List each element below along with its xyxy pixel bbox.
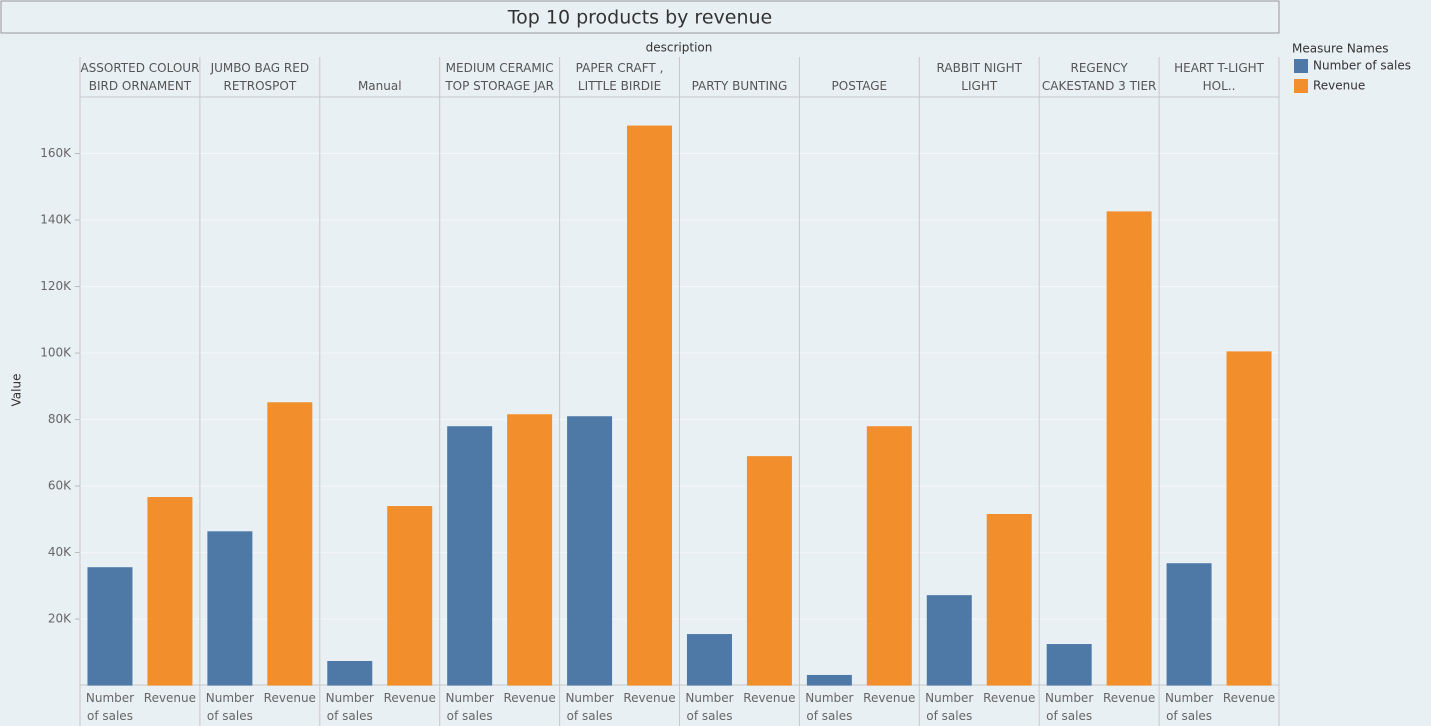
category-header: WHITE HANGING HEART T-LIGHT HOL..	[1159, 57, 1279, 95]
label-text: PAPER CRAFT , LITTLE BIRDIE	[575, 61, 664, 93]
bar	[1166, 563, 1212, 686]
label-text: Revenue	[263, 691, 316, 705]
y-tick-label: 120K	[40, 279, 72, 293]
x-sub-label: Revenue	[739, 689, 799, 707]
bar	[806, 674, 852, 686]
category-header: ASSORTED COLOUR BIRD ORNAMENT	[80, 57, 200, 95]
bar	[686, 634, 732, 686]
y-tick-label: 80K	[48, 412, 72, 426]
label-text: POSTAGE	[831, 79, 888, 93]
legend-label: Revenue	[1313, 79, 1365, 93]
y-tick-label: 160K	[40, 146, 72, 160]
label-text: Number of sales	[205, 691, 254, 723]
x-sub-label: Number of sales	[799, 689, 859, 725]
bar	[1226, 351, 1272, 686]
bar	[507, 414, 553, 686]
category-header: PARTY BUNTING	[680, 57, 800, 95]
label-text: Manual	[357, 79, 402, 93]
x-sub-label: Number of sales	[200, 689, 260, 725]
label-text: Number of sales	[565, 691, 614, 723]
label-text: Revenue	[623, 691, 676, 705]
bar	[1046, 644, 1092, 686]
label-text: REGENCY CAKESTAND 3 TIER	[1041, 61, 1157, 93]
x-sub-label: Number of sales	[560, 689, 620, 725]
bar	[746, 456, 792, 686]
y-axis-title: Value	[10, 374, 24, 407]
bar	[627, 125, 673, 686]
x-sub-label: Revenue	[620, 689, 680, 707]
legend-swatch	[1294, 79, 1308, 93]
label-text: ASSORTED COLOUR BIRD ORNAMENT	[80, 61, 200, 93]
legend-swatch	[1294, 59, 1308, 73]
y-tick-label: 100K	[40, 346, 72, 360]
label-text: Revenue	[863, 691, 916, 705]
category-header: RABBIT NIGHT LIGHT	[919, 57, 1039, 95]
label-text: Revenue	[743, 691, 796, 705]
category-header: JUMBO BAG RED RETROSPOT	[200, 57, 320, 95]
x-sub-label: Revenue	[979, 689, 1039, 707]
label-text: Number of sales	[325, 691, 374, 723]
x-sub-label: Number of sales	[80, 689, 140, 725]
label-text: Number of sales	[85, 691, 135, 723]
label-text: Revenue	[1102, 691, 1156, 705]
category-header: Manual	[320, 57, 440, 95]
bar	[926, 595, 972, 686]
label-text: Revenue	[383, 691, 436, 705]
category-header: REGENCY CAKESTAND 3 TIER	[1039, 57, 1159, 95]
bar	[387, 506, 433, 686]
y-tick-label: 40K	[48, 545, 72, 559]
title-box	[0, 0, 1280, 34]
x-sub-label: Revenue	[500, 689, 560, 707]
legend-title: Measure Names	[1292, 42, 1388, 56]
y-tick-label: 140K	[40, 213, 72, 227]
bar	[267, 402, 313, 686]
x-sub-label: Revenue	[859, 689, 919, 707]
label-text: PARTY BUNTING	[691, 79, 788, 93]
x-sub-label: Revenue	[1219, 689, 1279, 707]
bar	[447, 426, 493, 686]
label-text: MEDIUM CERAMIC TOP STORAGE JAR	[445, 61, 554, 93]
label-text: Number of sales	[445, 691, 494, 723]
x-sub-label: Number of sales	[320, 689, 380, 725]
bar	[986, 514, 1032, 686]
x-sub-label: Revenue	[1099, 689, 1159, 707]
x-axis-title: description	[646, 41, 713, 55]
category-header: MEDIUM CERAMIC TOP STORAGE JAR	[440, 57, 560, 95]
label-text: Revenue	[983, 691, 1036, 705]
label-text: Revenue	[1222, 691, 1276, 705]
x-sub-label: Revenue	[140, 689, 200, 707]
category-header: PAPER CRAFT , LITTLE BIRDIE	[560, 57, 680, 95]
label-text: RABBIT NIGHT LIGHT	[936, 61, 1022, 93]
x-sub-label: Revenue	[260, 689, 320, 707]
category-header: POSTAGE	[799, 57, 919, 95]
x-sub-label: Number of sales	[680, 689, 740, 725]
label-text: Number of sales	[1045, 691, 1094, 723]
bar	[207, 531, 253, 686]
legend-label: Number of sales	[1313, 59, 1411, 73]
chart-title: Top 10 products by revenue	[507, 7, 772, 29]
label-text: Number of sales	[925, 691, 974, 723]
bar	[866, 426, 912, 686]
label-text: WHITE HANGING HEART T-LIGHT HOL..	[1174, 61, 1264, 93]
label-text: Revenue	[143, 691, 197, 705]
x-sub-label: Number of sales	[1039, 689, 1099, 725]
y-tick-label: 60K	[48, 479, 72, 493]
x-sub-label: Number of sales	[919, 689, 979, 725]
x-sub-label: Number of sales	[1159, 689, 1219, 725]
label-text: Number of sales	[1164, 691, 1214, 723]
label-text: Revenue	[503, 691, 556, 705]
bar	[567, 416, 613, 686]
x-sub-label: Revenue	[380, 689, 440, 707]
bar	[327, 660, 373, 686]
bar	[147, 497, 193, 686]
y-tick-label: 20K	[48, 612, 72, 626]
label-text: JUMBO BAG RED RETROSPOT	[210, 61, 310, 93]
bar	[87, 567, 133, 686]
bar	[1106, 211, 1152, 686]
label-text: Number of sales	[685, 691, 734, 723]
label-text: Number of sales	[805, 691, 854, 723]
x-sub-label: Number of sales	[440, 689, 500, 725]
